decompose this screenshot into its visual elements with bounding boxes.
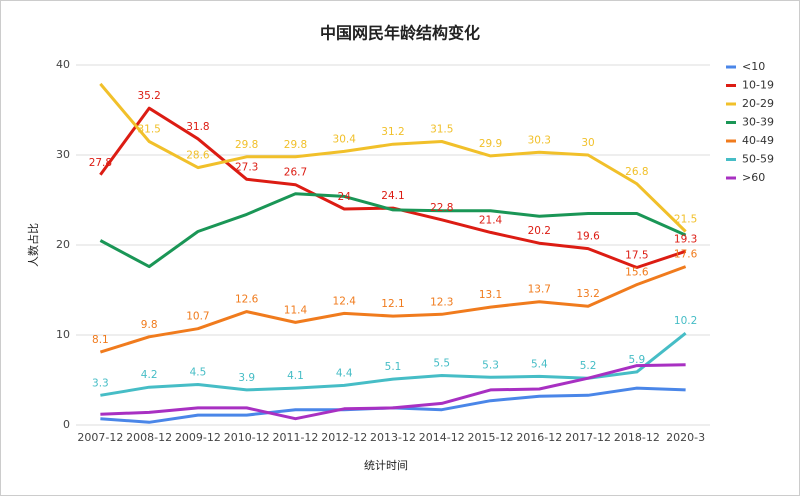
data-label: 31.5: [430, 124, 453, 136]
data-label: 10.7: [186, 311, 209, 323]
legend-label: 50-59: [742, 153, 774, 166]
x-tick-label: 2012-12: [321, 431, 367, 444]
data-label: 11.4: [284, 304, 308, 316]
data-label: 26.8: [625, 166, 648, 178]
data-label: 31.8: [186, 121, 209, 133]
data-label: 29.9: [479, 138, 502, 150]
data-label: 5.3: [482, 359, 499, 371]
chart-title: 中国网民年龄结构变化: [320, 24, 480, 43]
data-label: 24: [338, 191, 352, 203]
data-label: 19.3: [674, 233, 697, 245]
series-line: [100, 363, 686, 421]
data-label: 29.8: [235, 139, 258, 151]
series-line: [99, 192, 687, 269]
series-line: [99, 106, 687, 269]
y-tick-label: 20: [56, 238, 70, 251]
data-label: 5.4: [531, 358, 548, 370]
data-label: 3.9: [238, 372, 255, 384]
data-label: 17.6: [674, 249, 698, 261]
legend-label: 10-19: [742, 79, 774, 92]
data-label: 17.5: [625, 250, 648, 262]
x-tick-label: 2009-12: [175, 431, 221, 444]
legend-label: 40-49: [742, 134, 774, 147]
data-label: 19.6: [576, 231, 600, 243]
y-tick-label: 10: [56, 328, 70, 341]
x-axis-title: 统计时间: [364, 459, 408, 472]
data-label: 30: [581, 137, 594, 149]
series-line: [99, 265, 687, 354]
legend-label: 20-29: [742, 97, 774, 110]
x-tick-label: 2016-12: [516, 431, 562, 444]
data-label: 12.3: [430, 296, 453, 308]
data-label: 5.1: [385, 361, 402, 373]
data-label: 20.2: [528, 225, 551, 237]
data-label: 28.6: [186, 150, 210, 162]
data-label: 10.2: [674, 315, 697, 327]
data-label: 8.1: [92, 334, 109, 346]
x-tick-label: 2015-12: [468, 431, 514, 444]
x-tick-label: 2017-12: [565, 431, 611, 444]
data-label: 13.1: [479, 289, 502, 301]
x-tick-label: 2008-12: [126, 431, 172, 444]
data-label: 12.4: [333, 295, 357, 307]
data-label: 12.6: [235, 294, 259, 306]
y-tick-label: 40: [56, 58, 70, 71]
data-label: 31.2: [381, 126, 404, 138]
data-label: 5.9: [628, 354, 645, 366]
y-tick-label: 0: [63, 418, 70, 431]
data-label: 29.8: [284, 139, 307, 151]
data-label: 27.8: [89, 157, 112, 169]
data-label: 30.4: [333, 133, 357, 145]
x-tick-label: 2010-12: [224, 431, 270, 444]
data-label: 35.2: [137, 90, 160, 102]
data-label: 24.1: [381, 190, 404, 202]
data-label: 13.7: [528, 284, 551, 296]
data-label: 21.5: [674, 214, 697, 226]
data-label: 12.1: [381, 298, 404, 310]
data-label: 21.4: [479, 214, 503, 226]
data-label: 13.2: [576, 288, 599, 300]
data-label: 26.7: [284, 167, 307, 179]
x-tick-label: 2018-12: [614, 431, 660, 444]
data-label: 5.2: [580, 360, 597, 372]
data-label: 9.8: [141, 319, 158, 331]
data-label: 4.1: [287, 370, 304, 382]
data-label: 3.3: [92, 377, 109, 389]
x-tick-label: 2013-12: [370, 431, 416, 444]
data-label: 15.6: [625, 267, 649, 279]
data-label: 4.5: [190, 367, 207, 379]
legend-label: 30-39: [742, 116, 774, 129]
legend-label: <10: [742, 60, 765, 73]
x-tick-label: 2011-12: [272, 431, 318, 444]
x-tick-label: 2020-3: [666, 431, 705, 444]
x-tick-label: 2014-12: [419, 431, 465, 444]
data-label: 22.8: [430, 202, 453, 214]
series-line: [99, 82, 687, 233]
legend-label: >60: [742, 171, 765, 184]
y-tick-label: 30: [56, 148, 70, 161]
data-label: 4.2: [141, 369, 158, 381]
data-label: 4.4: [336, 367, 353, 379]
data-label: 5.5: [433, 358, 450, 370]
data-label: 31.5: [137, 124, 160, 136]
data-label: 27.3: [235, 161, 258, 173]
data-label: 30.3: [528, 134, 551, 146]
y-axis-title: 人数占比: [26, 223, 40, 267]
x-tick-label: 2007-12: [77, 431, 123, 444]
